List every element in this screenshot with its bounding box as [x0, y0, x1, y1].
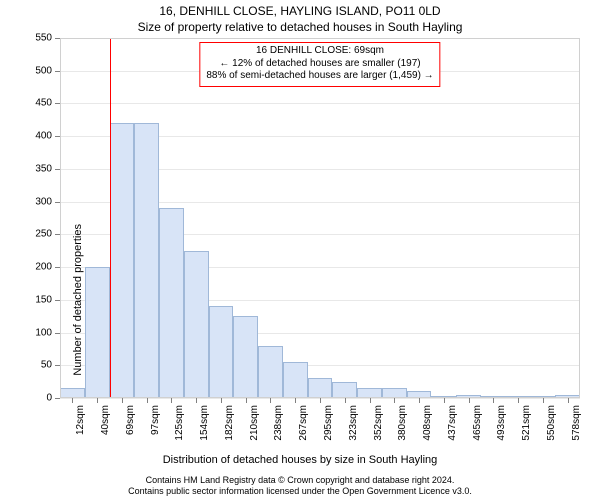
y-axis-label: Number of detached properties	[72, 224, 84, 376]
x-tick-mark	[196, 398, 197, 403]
x-tick-label: 578sqm	[571, 405, 582, 455]
x-tick-label: 125sqm	[174, 405, 185, 455]
x-tick-label: 493sqm	[496, 405, 507, 455]
x-tick-mark	[122, 398, 123, 403]
y-tick-mark	[55, 136, 60, 137]
footer: Contains HM Land Registry data © Crown c…	[0, 475, 600, 498]
x-axis-label: Distribution of detached houses by size …	[0, 454, 600, 466]
y-tick-label: 400	[12, 131, 52, 142]
x-tick-mark	[518, 398, 519, 403]
y-tick-label: 150	[12, 294, 52, 305]
x-tick-label: 40sqm	[100, 405, 111, 455]
x-tick-mark	[246, 398, 247, 403]
x-tick-label: 12sqm	[75, 405, 86, 455]
y-tick-label: 300	[12, 196, 52, 207]
y-tick-mark	[55, 398, 60, 399]
histogram-bar	[357, 388, 382, 398]
plot-area: 16 DENHILL CLOSE: 69sqm ← 12% of detache…	[60, 38, 580, 398]
x-tick-mark	[171, 398, 172, 403]
x-tick-label: 352sqm	[373, 405, 384, 455]
histogram-bar	[332, 382, 357, 398]
chart-container: 16, DENHILL CLOSE, HAYLING ISLAND, PO11 …	[0, 0, 600, 500]
x-tick-label: 380sqm	[397, 405, 408, 455]
histogram-bar	[308, 378, 333, 398]
x-tick-label: 97sqm	[150, 405, 161, 455]
chart-title-1: 16, DENHILL CLOSE, HAYLING ISLAND, PO11 …	[0, 4, 600, 18]
x-tick-mark	[72, 398, 73, 403]
x-tick-label: 408sqm	[422, 405, 433, 455]
x-tick-label: 210sqm	[249, 405, 260, 455]
y-tick-label: 350	[12, 163, 52, 174]
histogram-bar	[382, 388, 407, 398]
footer-line-1: Contains HM Land Registry data © Crown c…	[0, 475, 600, 486]
chart-title-2: Size of property relative to detached ho…	[0, 20, 600, 34]
x-tick-label: 238sqm	[273, 405, 284, 455]
y-tick-label: 50	[12, 360, 52, 371]
y-tick-mark	[55, 169, 60, 170]
x-tick-mark	[221, 398, 222, 403]
x-tick-mark	[444, 398, 445, 403]
y-tick-label: 550	[12, 33, 52, 44]
x-tick-mark	[419, 398, 420, 403]
y-tick-label: 0	[12, 393, 52, 404]
histogram-bar	[283, 362, 308, 398]
y-tick-label: 100	[12, 327, 52, 338]
x-tick-label: 550sqm	[546, 405, 557, 455]
y-tick-mark	[55, 365, 60, 366]
marker-line	[110, 38, 111, 398]
x-tick-label: 295sqm	[323, 405, 334, 455]
x-tick-mark	[493, 398, 494, 403]
annotation-line-3: 88% of semi-detached houses are larger (…	[206, 70, 433, 83]
histogram-bar	[134, 123, 159, 398]
x-tick-mark	[295, 398, 296, 403]
y-tick-mark	[55, 333, 60, 334]
x-tick-label: 182sqm	[224, 405, 235, 455]
gridline	[60, 103, 580, 104]
footer-line-2: Contains public sector information licen…	[0, 486, 600, 497]
y-tick-mark	[55, 202, 60, 203]
x-tick-mark	[270, 398, 271, 403]
x-tick-label: 521sqm	[521, 405, 532, 455]
x-tick-mark	[345, 398, 346, 403]
y-tick-mark	[55, 300, 60, 301]
x-tick-mark	[394, 398, 395, 403]
annotation-box: 16 DENHILL CLOSE: 69sqm ← 12% of detache…	[199, 42, 440, 87]
x-tick-label: 69sqm	[125, 405, 136, 455]
y-tick-mark	[55, 71, 60, 72]
x-tick-label: 323sqm	[348, 405, 359, 455]
x-tick-label: 437sqm	[447, 405, 458, 455]
y-tick-label: 450	[12, 98, 52, 109]
histogram-bar	[110, 123, 135, 398]
x-tick-mark	[568, 398, 569, 403]
x-tick-mark	[543, 398, 544, 403]
histogram-bar	[233, 316, 258, 398]
gridline	[60, 38, 580, 39]
histogram-bar	[184, 251, 209, 398]
y-tick-label: 250	[12, 229, 52, 240]
histogram-bar	[258, 346, 283, 398]
x-tick-mark	[469, 398, 470, 403]
y-tick-mark	[55, 103, 60, 104]
x-tick-label: 465sqm	[472, 405, 483, 455]
histogram-bar	[60, 388, 85, 398]
annotation-line-2: ← 12% of detached houses are smaller (19…	[206, 58, 433, 71]
x-tick-mark	[370, 398, 371, 403]
histogram-bar	[209, 306, 234, 398]
histogram-bar	[85, 267, 110, 398]
x-tick-label: 154sqm	[199, 405, 210, 455]
y-tick-label: 200	[12, 262, 52, 273]
x-tick-mark	[97, 398, 98, 403]
y-tick-label: 500	[12, 65, 52, 76]
y-tick-mark	[55, 234, 60, 235]
y-tick-mark	[55, 267, 60, 268]
x-tick-mark	[147, 398, 148, 403]
y-tick-mark	[55, 38, 60, 39]
annotation-line-1: 16 DENHILL CLOSE: 69sqm	[206, 45, 433, 58]
x-tick-label: 267sqm	[298, 405, 309, 455]
histogram-bar	[159, 208, 184, 398]
x-tick-mark	[320, 398, 321, 403]
